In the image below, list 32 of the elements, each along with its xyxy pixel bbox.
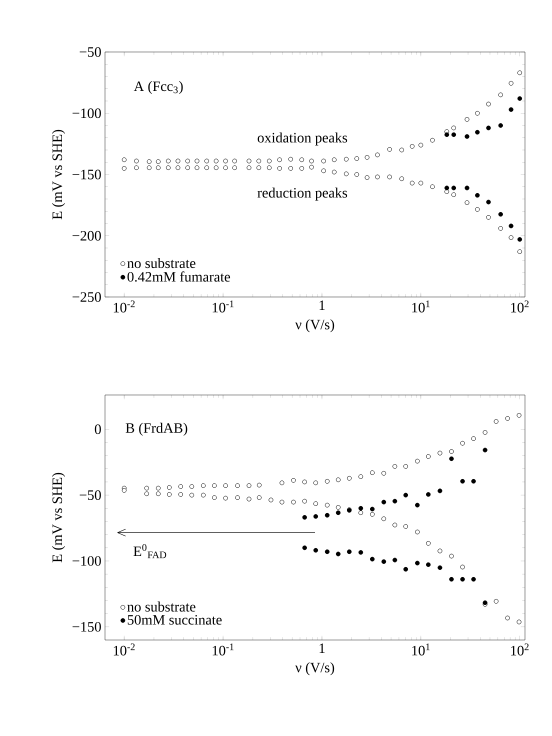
y-tick-label: −100	[72, 556, 101, 566]
x-tick-label: 10$^{-2}$	[114, 300, 135, 312]
x-tick-label: 10$^{1}$	[412, 300, 430, 312]
annotation: oxidation peaks	[258, 132, 348, 146]
annotation: A (Fcc$_{3}$)	[134, 81, 183, 94]
x-tick-label: 10$^{-1}$	[212, 644, 234, 656]
annotation: B (FrdAB)	[126, 422, 188, 436]
x-tick-label: 10$^{2}$	[511, 300, 529, 312]
legend-label: no substrate	[127, 602, 196, 612]
y-tick-label: −150	[72, 622, 101, 632]
y-tick-label: −100	[72, 108, 101, 118]
x-axis-title: ν (V/s)	[295, 662, 334, 676]
y-tick-label: −200	[72, 230, 101, 241]
x-tick-label: 1	[320, 644, 325, 653]
ref-line-label: E$^{0}$FAD	[134, 544, 166, 558]
y-tick-label: −50	[80, 490, 101, 500]
y-axis-title: E (mV vs SHE)	[52, 472, 66, 562]
annotation: reduction peaks	[257, 188, 348, 201]
x-tick-label: 10$^{2}$	[511, 644, 529, 656]
y-axis-title: E (mV vs SHE)	[52, 130, 66, 220]
x-tick-label: 10$^{-2}$	[114, 644, 135, 656]
x-axis-title: ν (V/s)	[295, 319, 334, 332]
x-tick-label: 10$^{-1}$	[212, 300, 234, 312]
y-tick-label: −150	[72, 170, 101, 180]
y-tick-label: 0	[94, 424, 101, 434]
y-tick-label: −50	[80, 47, 101, 57]
legend-label: no substrate	[127, 258, 196, 268]
x-tick-label: 10$^{1}$	[412, 644, 430, 656]
legend-label: 0.42mM fumarate	[128, 271, 230, 282]
y-tick-label: −250	[72, 292, 101, 302]
x-tick-label: 1	[320, 300, 325, 310]
legend-label: 50mM succinate	[128, 614, 222, 625]
